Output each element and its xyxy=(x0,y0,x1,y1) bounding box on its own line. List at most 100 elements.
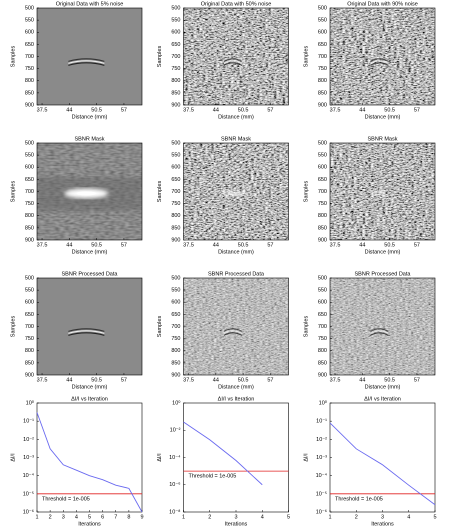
y-tick-label: 500 xyxy=(318,5,327,11)
x-tick-label: 57 xyxy=(414,377,420,383)
image-feature xyxy=(68,332,105,336)
y-tick-label: 650 xyxy=(25,42,34,48)
y-tick-label: 650 xyxy=(318,177,327,183)
panel: 37.5 44 50.5 57 500 550 600 650 700 750 800 850 900 S… xyxy=(303,136,436,255)
panel: 37.5 44 50.5 57 500 550 600 650 700 750 800 850 900 S… xyxy=(10,271,143,390)
image-feature xyxy=(223,60,243,64)
y-tick-label: 600 xyxy=(25,165,34,171)
y-tick-label: 850 xyxy=(171,225,180,231)
y-tick-label: 10⁻² xyxy=(316,437,327,443)
y-tick-label: 10⁻⁴ xyxy=(169,454,181,461)
x-tick-label: 44 xyxy=(66,377,72,383)
x-tick-label: 1 xyxy=(182,514,185,520)
y-tick-label: 600 xyxy=(25,300,34,306)
y-tick-label: 700 xyxy=(171,54,180,60)
image xyxy=(183,8,289,105)
y-tick-label: 500 xyxy=(318,275,327,281)
x-axis-label: Distance (mm) xyxy=(218,114,254,120)
x-tick-label: 50.5 xyxy=(238,242,249,248)
image-feature-core xyxy=(76,191,97,196)
x-tick-label: 44 xyxy=(359,377,365,383)
image-feature xyxy=(223,332,243,336)
x-tick-label: 44 xyxy=(359,242,365,248)
y-tick-label: 10⁻⁵ xyxy=(316,490,327,497)
x-tick-label: 2 xyxy=(49,514,52,520)
y-tick-label: 600 xyxy=(171,165,180,171)
x-axis-label: Iterations xyxy=(225,521,248,526)
x-tick-label: 9 xyxy=(140,514,143,520)
x-tick-label: 44 xyxy=(213,107,219,113)
y-tick-label: 650 xyxy=(171,312,180,318)
y-tick-label: 600 xyxy=(318,30,327,36)
image-feature xyxy=(370,62,389,66)
y-axis-label: Samples xyxy=(303,316,309,338)
y-axis-label: Samples xyxy=(157,181,163,203)
x-tick-label: 50.5 xyxy=(91,107,102,113)
y-tick-label: 700 xyxy=(25,324,34,330)
y-tick-label: 900 xyxy=(25,237,34,243)
y-tick-label: 900 xyxy=(318,372,327,378)
y-tick-label: 650 xyxy=(171,177,180,183)
x-tick-label: 44 xyxy=(66,242,72,248)
y-axis-label: ΔI/I xyxy=(10,453,16,462)
image-feature xyxy=(370,60,389,64)
panel-title: ΔI/I vs Iteration xyxy=(71,396,108,402)
x-tick-label: 7 xyxy=(114,514,117,520)
threshold-annotation: Threshold = 1e-005 xyxy=(335,496,383,502)
y-axis-label: Samples xyxy=(157,316,163,338)
y-tick-label: 850 xyxy=(171,90,180,96)
panel-title: SBNR Processed Data xyxy=(208,271,265,277)
y-tick-label: 500 xyxy=(25,140,34,146)
panel: 37.5 44 50.5 57 500 550 600 650 700 750 800 850 900 S… xyxy=(157,136,289,255)
y-tick-label: 850 xyxy=(171,360,180,366)
y-tick-label: 850 xyxy=(25,360,34,366)
x-tick-label: 37.5 xyxy=(330,242,341,248)
y-tick-label: 10⁻² xyxy=(170,428,181,434)
x-tick-label: 37.5 xyxy=(183,107,194,113)
data-line xyxy=(36,412,143,513)
x-tick-label: 57 xyxy=(267,107,273,113)
y-tick-label: 550 xyxy=(25,153,34,159)
y-tick-label: 10⁰ xyxy=(172,399,181,406)
y-tick-label: 700 xyxy=(318,189,327,195)
y-tick-label: 600 xyxy=(318,300,327,306)
x-tick-label: 57 xyxy=(121,107,127,113)
y-tick-label: 700 xyxy=(318,324,327,330)
x-axis-label: Distance (mm) xyxy=(365,249,401,255)
y-tick-label: 500 xyxy=(25,275,34,281)
x-tick-label: 50.5 xyxy=(91,242,102,248)
y-axis-label: Samples xyxy=(10,46,16,68)
y-tick-label: 550 xyxy=(318,18,327,24)
x-tick-label: 37.5 xyxy=(330,377,341,383)
image xyxy=(37,143,142,240)
y-tick-label: 850 xyxy=(25,90,34,96)
x-tick-label: 37.5 xyxy=(183,377,194,383)
image-bg xyxy=(330,278,435,375)
panel: 37.5 44 50.5 57 500 550 600 650 700 750 800 850 900 S… xyxy=(10,136,143,255)
y-tick-label: 900 xyxy=(318,102,327,108)
image-feature xyxy=(218,190,247,196)
y-tick-label: 10⁻⁶ xyxy=(169,481,180,488)
x-axis-label: Iterations xyxy=(371,521,394,526)
y-tick-label: 550 xyxy=(171,153,180,159)
image xyxy=(330,143,435,240)
y-axis-label: Samples xyxy=(10,316,16,338)
x-axis-label: Iterations xyxy=(78,521,101,526)
x-tick-label: 57 xyxy=(121,242,127,248)
x-tick-label: 37.5 xyxy=(183,242,194,248)
y-tick-label: 650 xyxy=(171,42,180,48)
x-axis-label: Distance (mm) xyxy=(72,384,108,390)
y-tick-label: 10⁻⁶ xyxy=(316,508,327,515)
y-tick-label: 10⁻³ xyxy=(316,455,327,461)
y-tick-label: 600 xyxy=(25,30,34,36)
y-tick-label: 850 xyxy=(318,90,327,96)
y-tick-label: 800 xyxy=(171,213,180,219)
x-tick-label: 57 xyxy=(267,377,273,383)
y-tick-label: 650 xyxy=(25,177,34,183)
image-feature xyxy=(223,62,243,66)
panel-title: Original Data with 50% noise xyxy=(201,1,272,7)
image-bg xyxy=(330,8,435,105)
y-tick-label: 550 xyxy=(171,18,180,24)
y-tick-label: 10⁻¹ xyxy=(316,419,327,425)
